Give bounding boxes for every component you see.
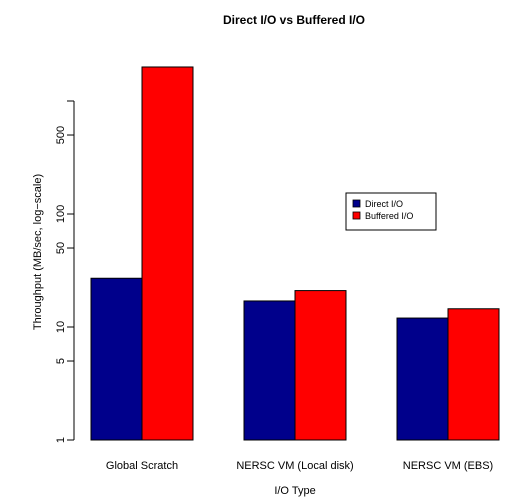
- legend-swatch: [352, 211, 361, 220]
- y-tick-label: 100: [55, 205, 67, 223]
- y-tick-label: 5: [55, 358, 67, 364]
- legend: Direct I/O Buffered I/O: [345, 192, 437, 231]
- category-labels: Global Scratch NERSC VM (Local disk) NERSC…: [106, 460, 493, 472]
- bar-direct: [243, 300, 296, 441]
- bar-direct: [396, 317, 449, 441]
- y-axis-label: Throughput (MB/sec, log−scale): [32, 174, 44, 330]
- y-tick-label: 10: [55, 321, 67, 333]
- legend-label: Buffered I/O: [365, 211, 413, 221]
- legend-box: [345, 192, 437, 231]
- legend-swatch: [352, 199, 361, 208]
- x-tick-label: NERSC VM (Local disk): [236, 460, 353, 472]
- x-tick-label: Global Scratch: [106, 460, 178, 472]
- chart-title: Direct I/O vs Buffered I/O: [223, 13, 365, 27]
- x-tick-label: NERSC VM (EBS): [403, 460, 493, 472]
- y-tick-label: 1: [55, 437, 67, 443]
- y-tick-label: 500: [55, 126, 67, 144]
- y-axis: 1 5 10 50 100 500: [55, 100, 75, 443]
- bar-buffered: [447, 308, 500, 441]
- y-tick-label: 50: [55, 242, 67, 254]
- bars: [90, 66, 500, 441]
- bar-direct: [90, 277, 143, 441]
- bar-buffered: [294, 290, 347, 441]
- bar-buffered: [141, 66, 194, 441]
- x-axis-label: I/O Type: [274, 485, 315, 497]
- legend-label: Direct I/O: [365, 199, 403, 209]
